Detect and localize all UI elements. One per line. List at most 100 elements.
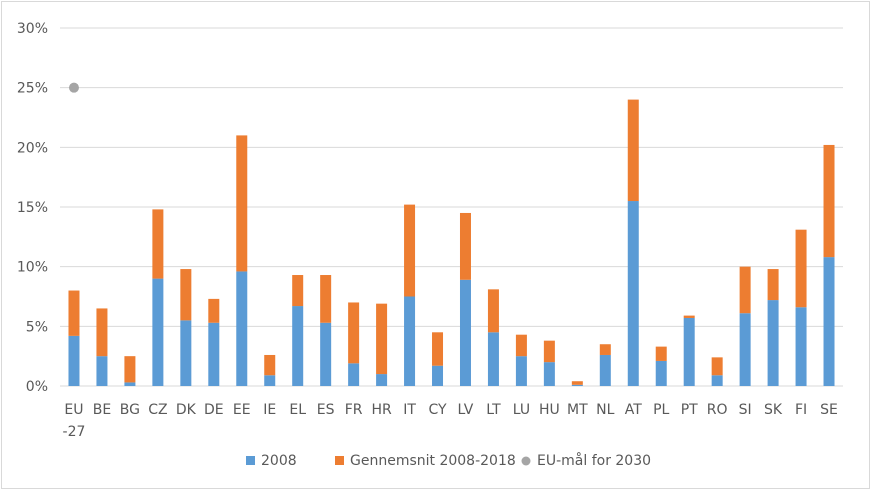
x-tick-label: HU — [539, 402, 560, 418]
x-tick-label: PL — [653, 402, 669, 418]
x-tick-label: IT — [403, 402, 416, 418]
bar-segment — [711, 375, 723, 386]
x-tick-label: SE — [820, 402, 838, 418]
bar-segment — [68, 290, 80, 336]
x-tick-label: MT — [567, 402, 588, 418]
y-tick-label: 30% — [17, 21, 48, 37]
bar-segment — [152, 278, 164, 386]
x-tick-label: SK — [764, 402, 783, 418]
bar-segment — [459, 212, 471, 280]
bar-segment — [627, 201, 639, 386]
legend: 2008 Gennemsnit 2008-2018 EU-mål for 2030 — [246, 452, 651, 469]
x-tick-label: EL — [289, 402, 306, 418]
bar-segment — [655, 346, 667, 361]
y-tick-label: 0% — [26, 379, 48, 395]
bar-segment — [683, 315, 695, 318]
legend-label: EU-mål for 2030 — [537, 452, 651, 469]
bar-segment — [376, 374, 388, 386]
x-axis-ticks: EU -27 BE BG CZ DK DE EE IE EL ES FR HR IT CY LV LT LU HU M… — [63, 402, 838, 440]
bar-segment — [655, 360, 667, 386]
bar-segment — [236, 271, 248, 386]
x-tick-label: IE — [263, 402, 276, 418]
bar-segment — [68, 335, 80, 386]
x-tick-label: ES — [317, 402, 335, 418]
x-tick-label: BE — [93, 402, 111, 418]
bar-segment — [599, 344, 611, 355]
bar-segment — [767, 269, 779, 301]
bar-segment — [124, 382, 136, 386]
bar-segment — [487, 332, 499, 386]
bar-segment — [571, 384, 583, 386]
y-tick-label: 20% — [17, 140, 48, 156]
y-tick-label: 10% — [17, 260, 48, 276]
x-tick-label: CZ — [148, 402, 167, 418]
bar-segment — [180, 269, 192, 321]
bar-segment — [292, 275, 304, 307]
bar-segment — [404, 204, 416, 297]
bar-segment — [767, 300, 779, 386]
bar-segment — [432, 332, 444, 366]
legend-label: Gennemsnit 2008-2018 — [350, 453, 516, 469]
bar-segment — [683, 317, 695, 386]
legend-swatch — [335, 456, 344, 465]
legend-marker — [521, 456, 531, 466]
target-markers — [68, 82, 79, 93]
bar-segment — [208, 298, 220, 323]
x-tick-label: NL — [596, 402, 614, 418]
bar-segment — [627, 99, 639, 202]
y-tick-label: 5% — [26, 319, 48, 335]
x-tick-label: LU — [513, 402, 530, 418]
bar-segment — [543, 362, 555, 386]
x-tick-label: DE — [204, 402, 224, 418]
x-tick-label: DK — [176, 402, 197, 418]
bar-segment — [208, 322, 220, 386]
bar-segment — [348, 363, 360, 386]
bar-segment — [432, 365, 444, 386]
bar-segment — [320, 322, 332, 386]
x-tick-label: LT — [486, 402, 501, 418]
bar-segment — [599, 354, 611, 386]
y-tick-label: 25% — [17, 81, 48, 97]
x-tick-label: AT — [625, 402, 642, 418]
bar-segment — [739, 266, 751, 314]
bar-segment — [543, 340, 555, 363]
x-tick-label: FR — [345, 402, 363, 418]
legend-label: 2008 — [261, 453, 297, 469]
x-tick-label: EE — [233, 402, 251, 418]
x-tick-label: BG — [120, 402, 140, 418]
target-marker — [68, 82, 79, 93]
bars — [68, 99, 835, 386]
x-tick-label: EU -27 — [63, 402, 86, 440]
bar-segment — [348, 302, 360, 364]
bar-segment — [264, 354, 276, 376]
bar-segment — [264, 375, 276, 386]
x-tick-label: PT — [681, 402, 698, 418]
x-tick-label: SI — [739, 402, 752, 418]
bar-segment — [152, 209, 164, 279]
y-tick-label: 15% — [17, 200, 48, 216]
bar-segment — [823, 144, 835, 258]
bar-segment — [487, 289, 499, 333]
x-tick-label: CY — [428, 402, 447, 418]
bar-segment — [795, 307, 807, 386]
bar-segment — [96, 308, 108, 357]
x-tick-label: HR — [371, 402, 392, 418]
bar-segment — [292, 306, 304, 386]
x-tick-label: FI — [795, 402, 807, 418]
bar-segment — [571, 381, 583, 385]
bar-segment — [376, 303, 388, 375]
x-tick-label: RO — [707, 402, 728, 418]
gridlines — [60, 27, 843, 387]
bar-segment — [711, 357, 723, 376]
bar-segment — [404, 296, 416, 386]
bar-segment — [180, 320, 192, 386]
bar-segment — [823, 257, 835, 386]
y-axis-ticks: 0% 5% 10% 15% 20% 25% 30% — [17, 21, 48, 395]
bar-segment — [739, 313, 751, 386]
bar-segment — [795, 229, 807, 308]
bar-segment — [124, 356, 136, 383]
bar-segment — [459, 279, 471, 386]
legend-swatch — [246, 456, 255, 465]
